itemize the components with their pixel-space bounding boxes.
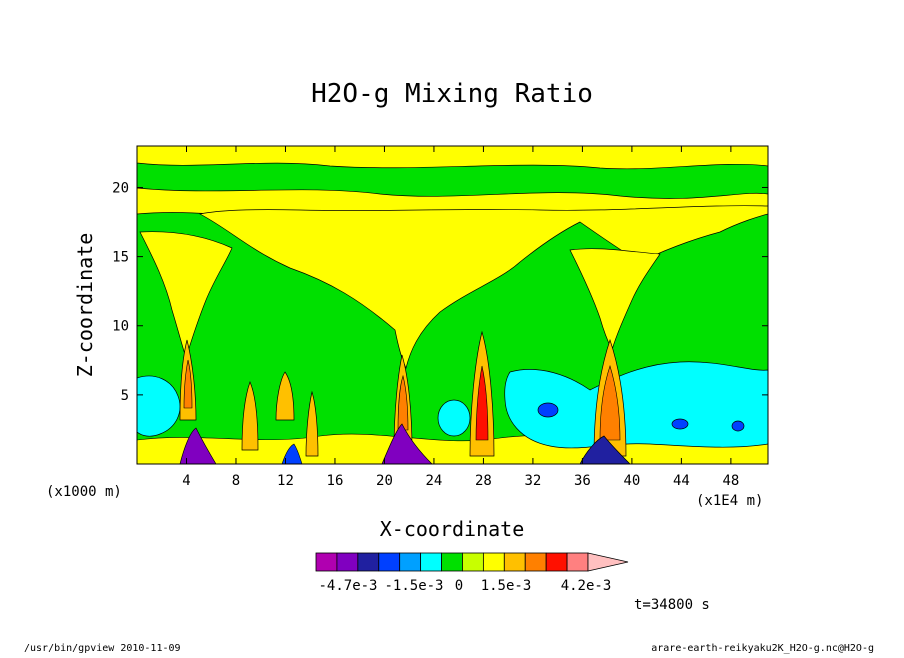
- x-tick-label: 16: [327, 473, 344, 489]
- plot-area: [137, 146, 768, 464]
- colorbar-swatch: [524, 552, 547, 572]
- base-purple-2: [381, 423, 433, 464]
- x-tick-label: 20: [376, 473, 393, 489]
- plume-5-core: [397, 374, 409, 431]
- base-purple-3: [579, 435, 631, 464]
- y-tick-label: 5: [121, 388, 129, 404]
- x-tick-label: 12: [277, 473, 294, 489]
- plume-1-core: [183, 359, 193, 409]
- y-tick-label: 20: [112, 180, 129, 196]
- field-yellow-canopy: [198, 205, 768, 370]
- plume-2: [241, 381, 259, 451]
- time-label: t=34800 s: [634, 597, 710, 613]
- footer-right: arare-earth-reikyaku2K_H2O-g.nc@H2O-g: [651, 643, 874, 654]
- colorbar-swatch: [482, 552, 505, 572]
- colorbar-swatch: [336, 552, 359, 572]
- plot-frame: [136, 145, 769, 465]
- x-axis: 4 8 12 16 20 24 28 32 36 40 44 48: [182, 146, 739, 489]
- colorbar-swatch: [503, 552, 526, 572]
- field-yellow-left-column: [139, 231, 233, 360]
- x-tick-label: 48: [722, 473, 739, 489]
- chart-title: H2O-g Mixing Ratio: [311, 79, 593, 109]
- x-axis-label: X-coordinate: [380, 517, 525, 541]
- y-axis: 5 10 15 20: [112, 180, 768, 404]
- x-tick-label: 8: [232, 473, 240, 489]
- colorbar-label-3: 0: [455, 578, 463, 594]
- field-cyan-pool-right: [504, 361, 768, 449]
- y-unit-label: (x1000 m): [46, 484, 122, 500]
- x-tick-label: 4: [182, 473, 190, 489]
- plume-4: [305, 390, 319, 457]
- x-tick-label: 24: [426, 473, 443, 489]
- y-tick-label: 15: [112, 250, 129, 266]
- footer-left: /usr/bin/gpview 2010-11-09: [24, 643, 181, 654]
- field-yellow-right-column: [569, 248, 661, 351]
- colorbar-swatch: [566, 552, 589, 572]
- base-blue-1: [281, 443, 303, 464]
- plume-7-core: [599, 365, 621, 441]
- colorbar-swatch: [545, 552, 568, 572]
- colorbar: [315, 552, 629, 572]
- colorbar-label-4: 1.5e-3: [481, 578, 532, 594]
- colorbar-label-1: -4.7e-3: [318, 578, 377, 594]
- x-tick-label: 40: [623, 473, 640, 489]
- base-purple-1: [179, 427, 217, 464]
- field-blue-spot-3: [537, 402, 559, 418]
- colorbar-label-5: 4.2e-3: [561, 578, 612, 594]
- colorbar-swatch: [357, 552, 380, 572]
- field-cyan-pool-mid: [437, 399, 471, 437]
- y-tick-label: 10: [112, 319, 129, 335]
- colorbar-swatch: [441, 552, 463, 572]
- colorbar-label-2: -1.5e-3: [384, 578, 443, 594]
- x-tick-label: 32: [524, 473, 541, 489]
- colorbar-swatch: [399, 552, 422, 572]
- colorbar-swatch: [420, 552, 442, 572]
- field-cyan-pool-left: [137, 375, 181, 437]
- field-blue-spot-2: [731, 420, 745, 432]
- x-tick-label: 36: [574, 473, 591, 489]
- colorbar-arrow: [587, 552, 629, 572]
- field-blue-spot-1: [671, 418, 689, 430]
- x-tick-label: 28: [475, 473, 492, 489]
- colorbar-swatch: [378, 552, 401, 572]
- x-unit-label: (x1E4 m): [696, 493, 763, 509]
- x-tick-label: 44: [673, 473, 690, 489]
- colorbar-swatch: [315, 552, 338, 572]
- plume-3: [275, 371, 295, 421]
- y-axis-label: Z-coordinate: [73, 233, 97, 378]
- colorbar-swatch: [462, 552, 484, 572]
- field-upper-yellow-band: [137, 146, 768, 170]
- plume-6-core: [475, 365, 489, 441]
